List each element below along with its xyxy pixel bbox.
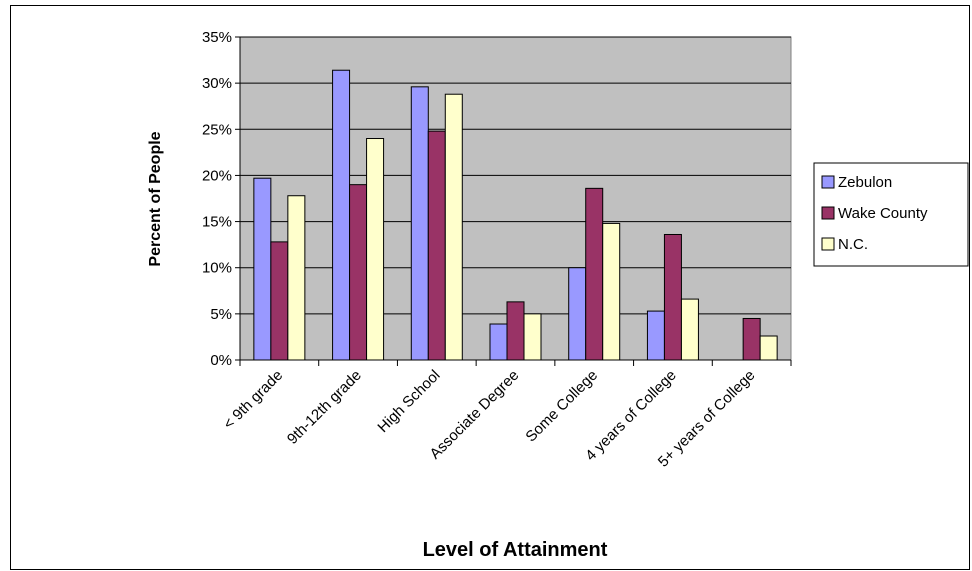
x-tick-label: Some College <box>522 367 601 446</box>
bar <box>742 317 761 361</box>
bar <box>602 222 621 361</box>
bar <box>253 177 272 361</box>
bars <box>253 69 778 361</box>
legend-label: N.C. <box>838 236 868 253</box>
legend-swatch <box>821 237 835 251</box>
y-tick-label: 0% <box>210 352 232 369</box>
bar <box>759 335 778 361</box>
y-tick-label: 35% <box>202 29 232 46</box>
bar <box>349 184 368 361</box>
y-tick-label: 25% <box>202 121 232 138</box>
bar <box>332 69 351 361</box>
bar <box>506 301 525 361</box>
legend-swatch <box>821 175 835 189</box>
y-axis-label: Percent of People <box>147 131 164 266</box>
legend: Zebulon Wake County N.C. <box>813 162 969 267</box>
bar <box>287 195 306 361</box>
bar <box>523 313 542 361</box>
y-tick-label: 10% <box>202 260 232 277</box>
chart-frame <box>10 5 970 570</box>
y-tick-label: 30% <box>202 75 232 92</box>
x-tick-label: < 9th grade <box>220 367 286 433</box>
y-axis-ticks: 0% 5% 10% 15% 20% 25% 30% 35% <box>202 29 240 369</box>
bar <box>585 187 604 361</box>
bar <box>427 130 446 361</box>
bar <box>646 310 665 361</box>
bar <box>270 241 289 361</box>
bar <box>680 298 699 361</box>
x-axis-label: Level of Attainment <box>423 539 608 561</box>
bar <box>410 86 429 361</box>
y-tick-label: 20% <box>202 167 232 184</box>
legend-label: Wake County <box>838 205 928 222</box>
x-tick-label: High School <box>374 367 443 436</box>
legend-label: Zebulon <box>838 174 892 191</box>
bar <box>366 138 385 361</box>
x-tick-label: 9th-12th grade <box>284 367 365 448</box>
legend-box <box>813 162 969 267</box>
bar <box>568 267 587 361</box>
bar <box>444 93 463 361</box>
legend-swatch <box>821 206 835 220</box>
y-tick-label: 5% <box>210 306 232 323</box>
bar <box>489 323 508 361</box>
bar <box>663 233 682 361</box>
legend-items: Zebulon Wake County N.C. <box>821 174 928 253</box>
y-tick-label: 15% <box>202 214 232 231</box>
